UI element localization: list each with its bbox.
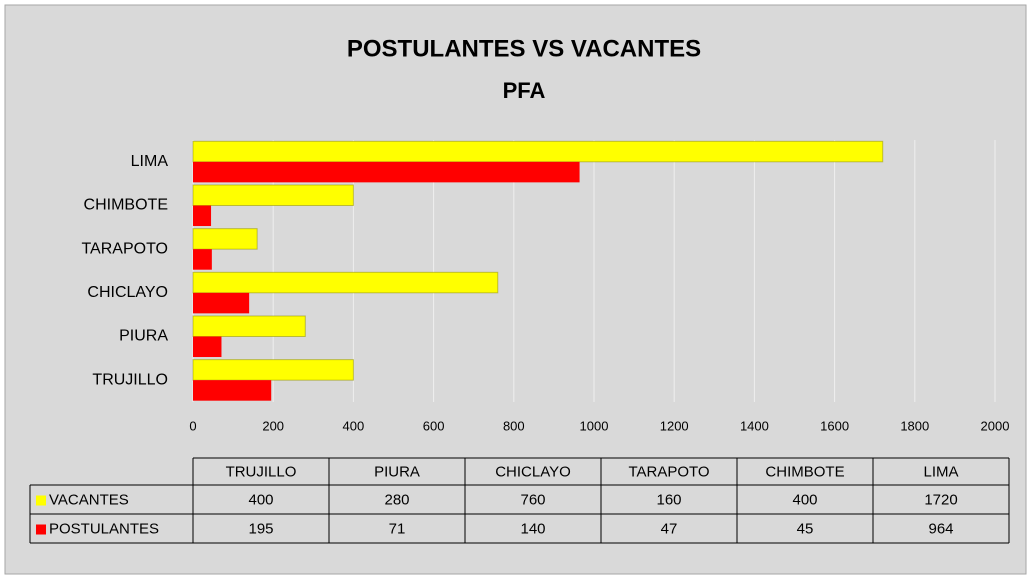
table-header: LIMA [923,463,958,480]
bar [193,336,222,358]
table-header: PIURA [374,463,420,480]
x-tick-label: 400 [343,418,365,433]
x-tick-label: 1400 [740,418,769,433]
x-tick-label: 200 [262,418,284,433]
table-header: CHIMBOTE [765,463,844,480]
x-tick-label: 1600 [820,418,849,433]
bar [192,140,884,163]
y-tick-label: TARAPOTO [81,240,168,257]
x-tick-label: 800 [503,418,525,433]
chart-subtitle: PFA [503,78,546,103]
table-cell: 760 [520,491,545,508]
bar [192,271,499,294]
y-tick-label: CHIMBOTE [84,197,168,214]
y-tick-label: CHICLAYO [87,284,168,301]
x-tick-label: 0 [189,418,196,433]
x-tick-label: 1800 [900,418,929,433]
table-cell: 45 [797,520,814,537]
legend-swatch [36,495,46,506]
bar [193,161,580,183]
bar [192,315,306,337]
y-tick-label: LIMA [131,153,169,170]
bar [193,249,212,270]
bar [192,184,354,207]
x-tick-label: 1000 [580,418,609,433]
chart-title: POSTULANTES VS VACANTES [347,35,701,62]
legend-label: VACANTES [49,491,129,508]
table-header: TRUJILLO [226,463,297,480]
chart-area [4,4,1027,575]
table-cell: 195 [248,520,273,537]
bar [193,292,250,314]
table-cell: 1720 [924,491,957,508]
x-tick-label: 1200 [660,418,689,433]
bar [193,380,272,401]
table-cell: 964 [928,520,953,537]
table-header: TARAPOTO [628,463,709,480]
y-tick-label: PIURA [119,328,168,345]
table-cell: 47 [661,520,678,537]
legend-label: POSTULANTES [49,520,159,537]
legend-swatch [36,524,46,535]
table-header: CHICLAYO [495,463,571,480]
bar [193,205,212,227]
table-cell: 280 [384,491,409,508]
table-cell: 71 [389,520,406,537]
bar [192,359,354,381]
table-cell: 160 [656,491,681,508]
table-cell: 140 [520,520,545,537]
x-tick-label: 600 [423,418,445,433]
table-cell: 400 [248,491,273,508]
bar [192,228,258,250]
x-tick-label: 2000 [981,418,1010,433]
y-tick-label: TRUJILLO [92,371,168,388]
table-cell: 400 [792,491,817,508]
